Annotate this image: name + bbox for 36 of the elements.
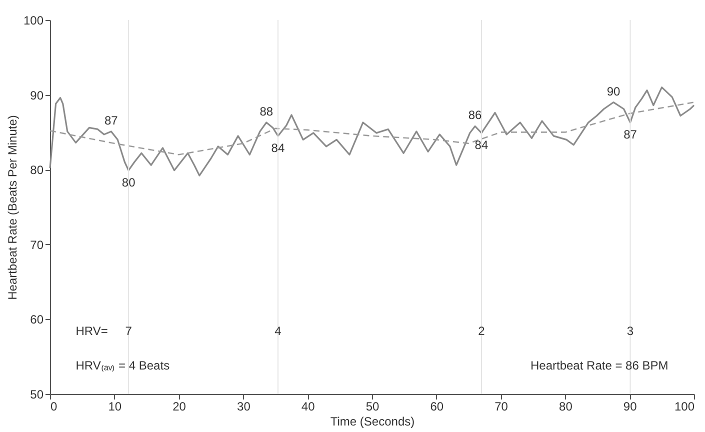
y-tick-label: 100 — [23, 14, 44, 28]
x-tick-label: 40 — [301, 400, 316, 414]
annotation: 87 — [104, 113, 118, 128]
x-tick-label: 10 — [108, 400, 122, 414]
x-axis-title: Time (Seconds) — [330, 414, 415, 428]
y-tick-label: 70 — [30, 238, 44, 252]
x-tick-label: 0 — [50, 400, 58, 414]
annotation: 3 — [626, 324, 634, 338]
x-tick-label: 30 — [237, 400, 251, 414]
x-tick-label: 20 — [172, 400, 186, 414]
annotation: 87 — [624, 127, 638, 142]
annotation: 2 — [478, 324, 486, 338]
x-tick-label: 60 — [430, 400, 444, 414]
annotation: 80 — [122, 175, 136, 190]
annotation: 90 — [606, 84, 620, 98]
annotation: 86 — [468, 108, 482, 122]
x-tick-label: 50 — [366, 400, 380, 414]
annotation: 84 — [271, 140, 285, 155]
x-tick-label: 100 — [674, 400, 695, 414]
annotation: 4 — [274, 324, 282, 338]
y-tick-label: 80 — [30, 163, 44, 178]
y-tick-label: 60 — [30, 312, 44, 327]
line-series — [49, 102, 695, 156]
annotation: HRV₍ₐᵥ₎ = 4 Beats — [76, 358, 170, 373]
annotation: 7 — [125, 324, 132, 338]
annotation: 84 — [474, 138, 488, 152]
y-tick-label: 50 — [30, 388, 44, 402]
annotation: Heartbeat Rate = 86 BPM — [530, 358, 668, 373]
y-axis-title: Heartbeat Rate (Beats Per Minute) — [5, 115, 20, 300]
annotation: HRV= — [76, 324, 108, 338]
y-tick-label: 90 — [30, 88, 44, 102]
annotation: 88 — [260, 104, 274, 118]
line-series — [49, 86, 695, 176]
x-tick-label: 80 — [559, 400, 573, 414]
x-tick-label: 70 — [494, 400, 508, 414]
x-tick-label: 90 — [623, 400, 638, 414]
